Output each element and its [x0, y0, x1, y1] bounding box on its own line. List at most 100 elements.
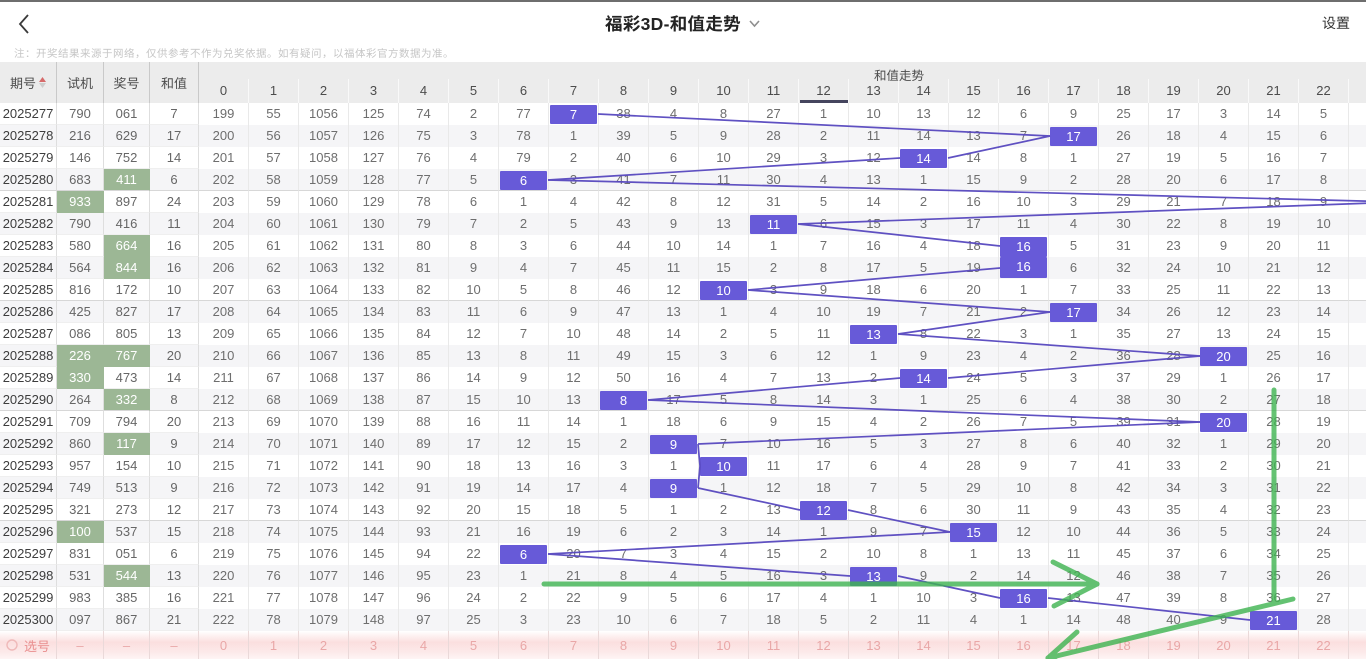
cell-miss: 38 [1099, 389, 1149, 411]
column-header-value-13[interactable]: 13 [849, 79, 899, 103]
cell-miss: 14 [899, 367, 949, 389]
cell-miss: 4 [499, 257, 549, 279]
cell-miss: 20 [1299, 433, 1349, 455]
column-header-value-3[interactable]: 3 [349, 79, 399, 103]
column-header-issue[interactable]: 期号 [0, 62, 57, 103]
hit-sum-cell: 8 [600, 390, 647, 410]
cell-miss: 14 [1249, 103, 1299, 125]
cell-miss: 213 [199, 411, 249, 433]
app-header: 福彩3D-和值走势 设置 [0, 2, 1366, 44]
cell-miss: 3 [699, 521, 749, 543]
column-header-value-23[interactable] [1349, 79, 1366, 103]
column-header-value-5[interactable]: 5 [449, 79, 499, 103]
cell-miss: 77 [249, 587, 299, 609]
cell-miss: 38 [1149, 565, 1199, 587]
select-number-cell[interactable]: 3 [349, 631, 399, 659]
cell-miss: 47 [599, 301, 649, 323]
column-header-value-10[interactable]: 10 [699, 79, 749, 103]
select-number-cell[interactable]: 12 [799, 631, 849, 659]
select-number-cell[interactable]: 5 [449, 631, 499, 659]
cell-miss: 17 [549, 477, 599, 499]
select-number-cell[interactable] [1349, 631, 1366, 659]
column-header-value-6[interactable]: 6 [499, 79, 549, 103]
table-row: 2025292 860 117 9 214 70 1071 140 89 17 12 15 2 9 7 10 1… [0, 433, 1366, 455]
cell-miss: 55 [249, 103, 299, 125]
column-header-value-21[interactable]: 21 [1249, 79, 1299, 103]
select-number-cell[interactable]: 19 [1149, 631, 1199, 659]
cell-miss: 5 [1199, 147, 1249, 169]
page-title-row[interactable]: 福彩3D-和值走势 [0, 2, 1366, 44]
column-header-value-2[interactable]: 2 [299, 79, 349, 103]
cell-miss: 7 [1049, 455, 1099, 477]
hit-sum-cell: 9 [650, 478, 697, 498]
cell-miss [1349, 213, 1366, 235]
cell-miss: 16 [999, 587, 1049, 609]
column-header-value-9[interactable]: 9 [649, 79, 699, 103]
select-number-cell[interactable]: 6 [499, 631, 549, 659]
column-header-value-20[interactable]: 20 [1199, 79, 1249, 103]
cell-miss: 2 [499, 587, 549, 609]
table-row: 2025283 580 664 16 205 61 1062 131 80 8 3 6 44 10 14 1 7… [0, 235, 1366, 257]
column-header-value-15[interactable]: 15 [949, 79, 999, 103]
cell-miss: 2 [1049, 345, 1099, 367]
select-number-cell[interactable]: 10 [699, 631, 749, 659]
column-header-value-0[interactable]: 0 [199, 79, 249, 103]
select-number-cell[interactable]: 4 [399, 631, 449, 659]
column-header-value-17[interactable]: 17 [1049, 79, 1099, 103]
cell-miss: 14 [649, 323, 699, 345]
cell-miss: 9 [899, 565, 949, 587]
select-number-cell[interactable]: 18 [1099, 631, 1149, 659]
select-number-cell[interactable]: 15 [949, 631, 999, 659]
settings-button[interactable]: 设置 [1322, 15, 1350, 31]
select-number-cell[interactable]: 20 [1199, 631, 1249, 659]
cell-miss: 12 [499, 433, 549, 455]
select-number-cell[interactable]: 2 [299, 631, 349, 659]
cell-miss: 20 [1149, 169, 1199, 191]
cell-miss: 39 [1099, 411, 1149, 433]
column-header-value-7[interactable]: 7 [549, 79, 599, 103]
column-header-value-11[interactable]: 11 [749, 79, 799, 103]
select-number-cell[interactable]: 0 [199, 631, 249, 659]
cell-prize: 411 [104, 169, 150, 191]
cell-prize: 537 [104, 521, 150, 543]
select-number-cell[interactable]: 7 [549, 631, 599, 659]
select-number-cell[interactable]: 11 [749, 631, 799, 659]
back-button[interactable] [12, 11, 38, 37]
cell-miss: 20 [449, 499, 499, 521]
column-header-value-4[interactable]: 4 [399, 79, 449, 103]
select-number-cell[interactable]: 16 [999, 631, 1049, 659]
cell-miss: 141 [349, 455, 399, 477]
cell-miss: 2 [1049, 169, 1099, 191]
select-number-cell[interactable]: 8 [599, 631, 649, 659]
cell-test: 264 [57, 389, 104, 411]
column-header-value-8[interactable]: 8 [599, 79, 649, 103]
cell-miss: 59 [249, 191, 299, 213]
column-header-value-19[interactable]: 19 [1149, 79, 1199, 103]
cell-miss [1349, 301, 1366, 323]
cell-miss: 145 [349, 543, 399, 565]
select-number-cell[interactable]: 22 [1299, 631, 1349, 659]
cell-miss: 209 [199, 323, 249, 345]
column-header-value-16[interactable]: 16 [999, 79, 1049, 103]
table-row: 2025296 100 537 15 218 74 1075 144 93 21 16 19 6 2 3 14… [0, 521, 1366, 543]
cell-miss: 26 [1099, 125, 1149, 147]
select-number-cell[interactable]: 1 [249, 631, 299, 659]
cell-miss: 212 [199, 389, 249, 411]
select-number-cell[interactable]: 9 [649, 631, 699, 659]
cell-miss: 3 [899, 433, 949, 455]
select-number-cell[interactable]: 13 [849, 631, 899, 659]
column-header-value-12[interactable]: 12 [799, 79, 849, 103]
select-number-cell[interactable]: 17 [1049, 631, 1099, 659]
select-number-cell[interactable]: 14 [899, 631, 949, 659]
cell-miss: 6 [1299, 125, 1349, 147]
cell-miss: 23 [549, 609, 599, 631]
column-header-value-22[interactable]: 22 [1299, 79, 1349, 103]
cell-miss: 50 [599, 367, 649, 389]
column-header-value-14[interactable]: 14 [899, 79, 949, 103]
cell-miss [1349, 455, 1366, 477]
column-header-value-18[interactable]: 18 [1099, 79, 1149, 103]
select-number-cell[interactable]: 21 [1249, 631, 1299, 659]
column-header-value-1[interactable]: 1 [249, 79, 299, 103]
select-label-cell[interactable]: 选号 [0, 631, 57, 659]
cell-miss: 137 [349, 367, 399, 389]
